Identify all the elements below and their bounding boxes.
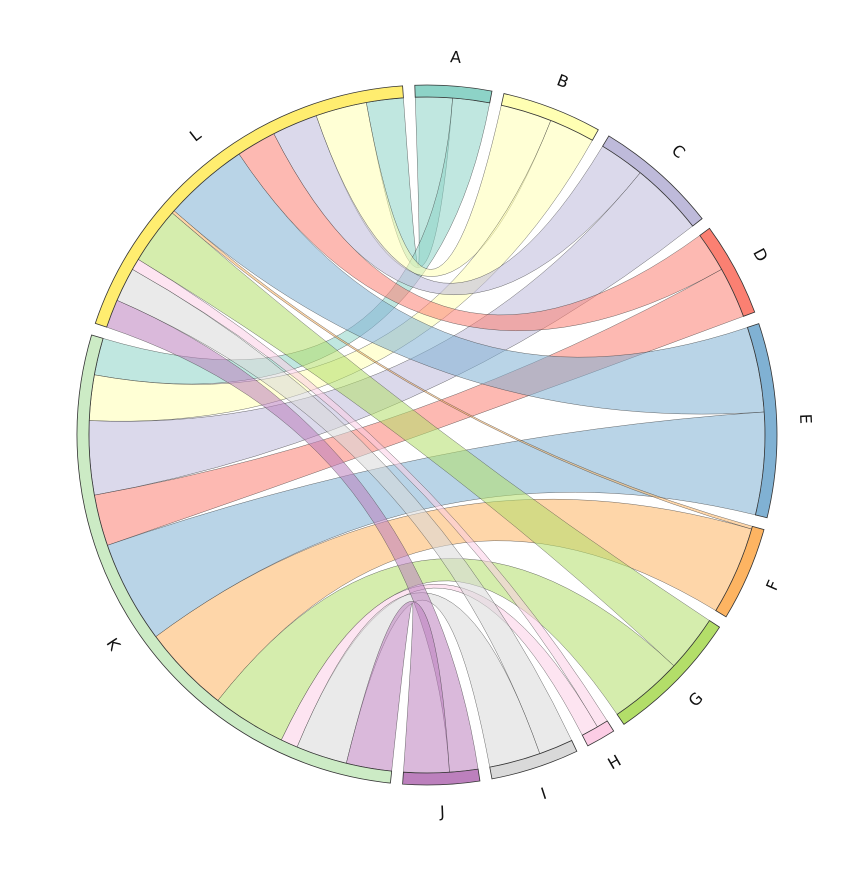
node-label: C — [668, 141, 689, 163]
node-arc — [746, 323, 778, 519]
node-arc — [715, 525, 765, 618]
ribbons — [88, 96, 766, 774]
node-arc — [581, 720, 615, 747]
node-arc — [500, 93, 599, 141]
node-arc — [414, 84, 493, 104]
node-label: H — [604, 751, 624, 773]
node-label: F — [762, 577, 783, 593]
node-label: B — [554, 70, 571, 92]
node-arc — [602, 135, 703, 227]
node-label: L — [186, 125, 205, 146]
node-arc — [76, 334, 393, 784]
node-label: D — [749, 245, 772, 265]
node-arc — [94, 85, 404, 328]
node-arc — [402, 768, 481, 786]
node-label: I — [538, 784, 548, 804]
node-label: E — [796, 413, 815, 424]
node-label: G — [685, 688, 707, 710]
node-arc — [699, 227, 756, 317]
node-label: K — [103, 635, 125, 655]
node-arc — [616, 620, 721, 725]
node-label: A — [450, 47, 462, 67]
node-label: J — [439, 802, 445, 821]
node-arc — [489, 739, 578, 780]
